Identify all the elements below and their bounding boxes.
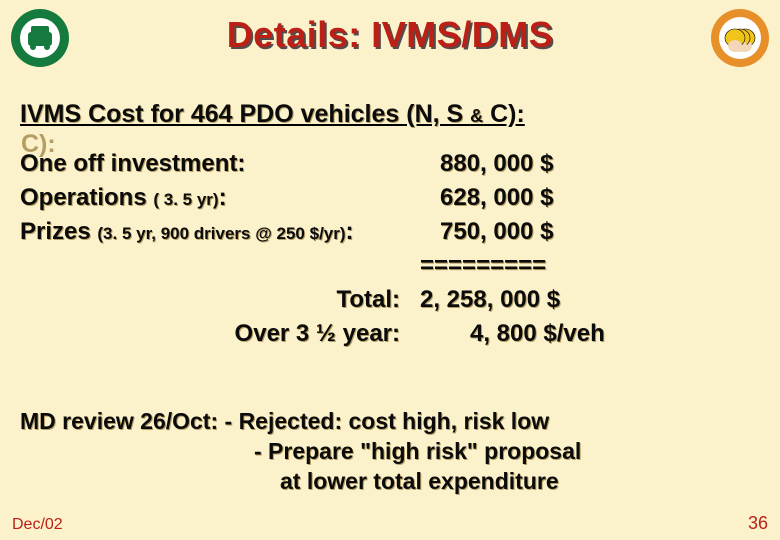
- label-prizes: Prizes (3. 5 yr, 900 drivers @ 250 $/yr)…: [20, 218, 354, 246]
- md-line-1: MD review 26/Oct: - Rejected: cost high,…: [20, 408, 760, 438]
- row-separator: ========= =========: [20, 252, 760, 286]
- cost-block: One off investment:880, 000 $ One off in…: [20, 150, 760, 354]
- slide-title: Details: IVMS/DMS Details: IVMS/DMS: [0, 14, 780, 56]
- footer-date: Dec/02: [12, 516, 63, 534]
- row-operations: Operations ( 3. 5 yr):628, 000 $ Operati…: [20, 184, 760, 218]
- heading-text: IVMS Cost for 464 PDO vehicles (N, S & C…: [20, 100, 525, 128]
- value-operations: 628, 000 $: [440, 184, 553, 212]
- label-total: Total:: [20, 286, 400, 314]
- md-review-block: MD review 26/Oct: - Rejected: cost high,…: [20, 408, 760, 498]
- value-over: 4, 800 $/veh: [470, 320, 605, 348]
- md-line-2: - Prepare "high risk" proposal - Prepare…: [20, 438, 760, 468]
- md-line-3: at lower total expenditure at lower tota…: [20, 468, 760, 498]
- value-prizes: 750, 000 $: [440, 218, 553, 246]
- label-operations: Operations ( 3. 5 yr):: [20, 184, 227, 212]
- value-total: 2, 258, 000 $: [420, 286, 560, 314]
- row-investment: One off investment:880, 000 $ One off in…: [20, 150, 760, 184]
- value-investment: 880, 000 $: [440, 150, 553, 178]
- title-text: Details: IVMS/DMS: [227, 14, 554, 55]
- footer-number: 36: [748, 513, 768, 534]
- cost-heading: IVMS Cost for 464 PDO vehicles (N, S & C…: [20, 100, 525, 129]
- slide: Details: IVMS/DMS Details: IVMS/DMS IVMS…: [0, 0, 780, 540]
- label-investment: One off investment:: [20, 150, 245, 178]
- separator: =========: [420, 252, 546, 280]
- row-prizes: Prizes (3. 5 yr, 900 drivers @ 250 $/yr)…: [20, 218, 760, 252]
- row-over: Over 3 ½ year:4, 800 $/veh Over 3 ½ year…: [20, 320, 760, 354]
- label-over: Over 3 ½ year:: [20, 320, 400, 348]
- row-total: Total:2, 258, 000 $ Total:2, 258, 000 $: [20, 286, 760, 320]
